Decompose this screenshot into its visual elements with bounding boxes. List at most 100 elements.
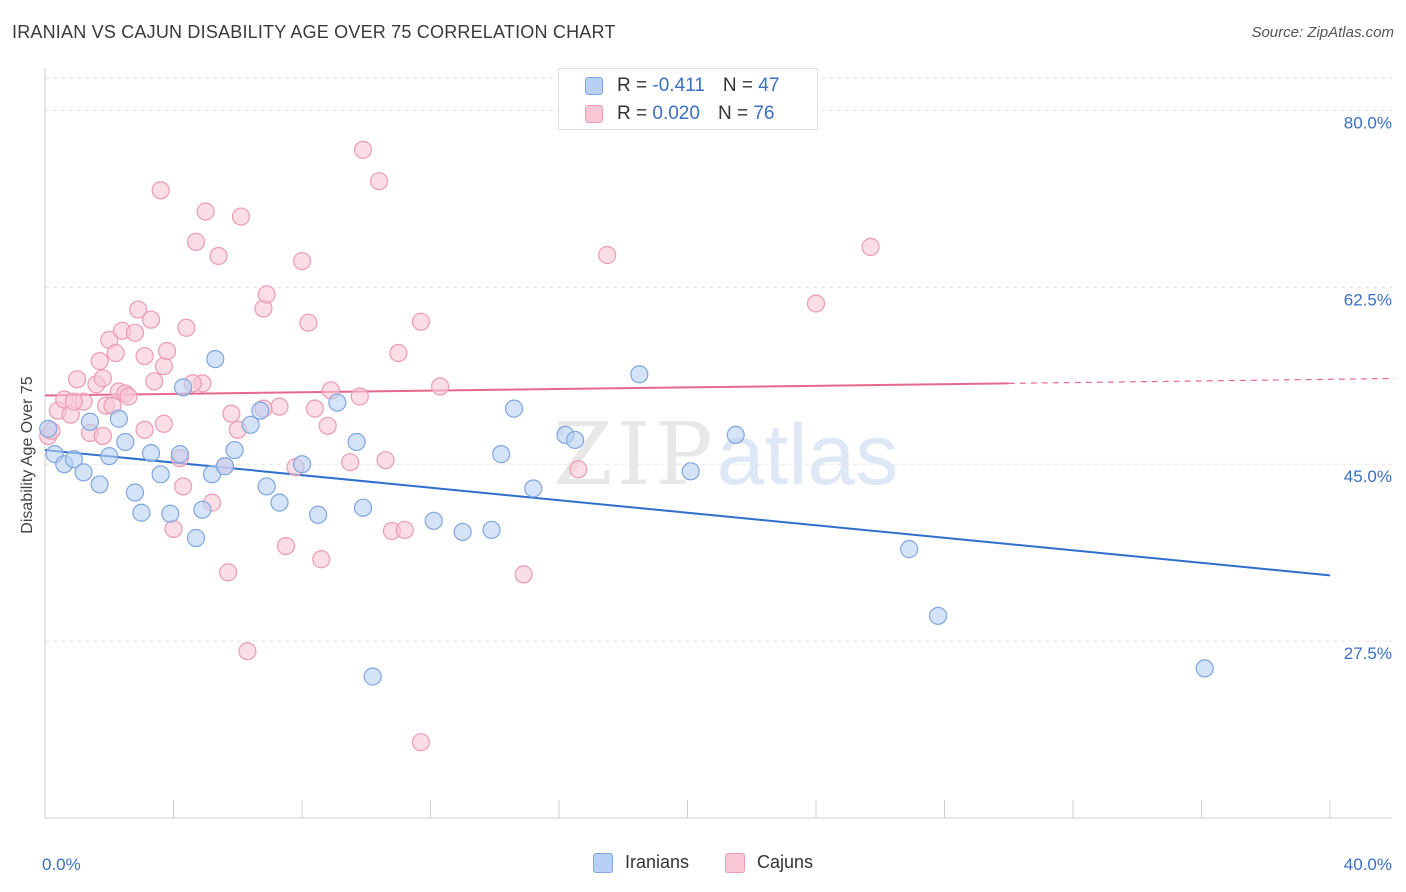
point-cajuns: [376, 451, 395, 470]
point-iranians: [132, 503, 151, 522]
iranians-swatch: [585, 77, 603, 95]
point-cajuns: [106, 343, 125, 363]
point-cajuns: [68, 370, 87, 389]
point-iranians: [215, 457, 234, 476]
point-iranians: [186, 528, 206, 548]
point-cajuns: [174, 477, 193, 496]
point-iranians: [74, 463, 93, 482]
point-iranians: [193, 500, 212, 519]
data-points: [39, 101, 1214, 752]
point-cajuns: [299, 313, 318, 332]
point-cajuns: [93, 426, 112, 446]
point-iranians: [900, 540, 919, 559]
legend-item-cajuns: Cajuns: [725, 852, 813, 873]
point-iranians: [141, 443, 161, 463]
point-cajuns: [145, 372, 164, 391]
point-cajuns: [353, 140, 373, 159]
point-iranians: [174, 378, 193, 397]
point-cajuns: [292, 251, 312, 271]
point-iranians: [100, 447, 119, 466]
point-iranians: [161, 504, 180, 523]
trend-line-cajuns-extension: [1008, 377, 1395, 384]
watermark-zip: ZIP: [553, 405, 717, 505]
point-iranians: [928, 606, 948, 625]
point-cajuns: [370, 172, 389, 191]
iranians-r-value: -0.411: [652, 75, 705, 96]
point-cajuns: [411, 733, 430, 752]
y-tick-label: 27.5%: [1344, 644, 1392, 663]
point-cajuns: [209, 246, 228, 266]
point-cajuns: [861, 237, 880, 256]
watermark: ZIPatlas: [553, 405, 898, 505]
correlation-legend: R = -0.411 N = 47 R = 0.020 N = 76: [558, 68, 818, 130]
cajuns-swatch: [585, 105, 603, 123]
point-cajuns: [196, 202, 215, 221]
cajuns-r-value: 0.020: [652, 103, 700, 124]
point-iranians: [726, 425, 745, 445]
point-cajuns: [177, 318, 196, 337]
cajuns-n-label: N =: [717, 103, 749, 124]
point-cajuns: [257, 285, 276, 304]
point-cajuns: [395, 520, 414, 540]
point-iranians: [90, 475, 109, 494]
point-cajuns: [151, 181, 170, 200]
point-iranians: [170, 445, 190, 464]
point-cajuns: [125, 323, 145, 342]
x-tick-label-min: 0.0%: [42, 855, 81, 874]
legend-cajuns-swatch: [725, 852, 745, 873]
point-iranians: [492, 445, 511, 464]
point-iranians: [482, 520, 501, 540]
point-cajuns: [276, 536, 296, 556]
tick-labels: 27.5% 45.0% 62.5% 80.0% 0.0% 40.0%: [42, 113, 1392, 874]
point-iranians: [64, 450, 84, 469]
axes: [44, 68, 1392, 819]
point-cajuns: [93, 369, 112, 388]
point-iranians: [109, 409, 128, 428]
point-cajuns: [135, 420, 154, 439]
point-iranians: [347, 432, 366, 452]
point-cajuns: [129, 300, 148, 319]
iranians-n-value: 47: [758, 75, 780, 96]
point-iranians: [630, 365, 649, 384]
point-cajuns: [141, 310, 161, 329]
point-cajuns: [270, 397, 289, 416]
point-iranians: [270, 493, 289, 512]
y-tick-label: 45.0%: [1344, 467, 1392, 486]
point-cajuns: [350, 387, 369, 406]
point-cajuns: [411, 312, 430, 331]
point-iranians: [328, 393, 347, 412]
trend-lines: [44, 377, 1395, 577]
point-iranians: [151, 465, 170, 484]
point-iranians: [353, 498, 373, 517]
point-cajuns: [157, 341, 177, 361]
point-cajuns: [598, 245, 617, 265]
point-iranians: [565, 430, 585, 450]
point-iranians: [39, 419, 58, 438]
point-iranians: [292, 455, 312, 474]
point-cajuns: [64, 392, 84, 411]
point-cajuns: [222, 404, 241, 423]
x-tick-label-max: 40.0%: [1344, 855, 1392, 874]
point-iranians: [504, 399, 524, 418]
trend-line-iranians: [44, 449, 1331, 577]
point-iranians: [308, 505, 328, 524]
point-cajuns: [164, 519, 183, 539]
legend-iranians-swatch: [592, 852, 613, 873]
point-iranians: [116, 432, 135, 452]
legend-cajuns-label: Cajuns: [757, 852, 814, 872]
trend-line-cajuns: [44, 382, 1009, 397]
point-iranians: [524, 479, 543, 498]
point-cajuns: [135, 346, 154, 366]
point-cajuns: [341, 453, 360, 472]
watermark-atlas: atlas: [716, 407, 899, 503]
point-cajuns: [569, 460, 588, 479]
point-cajuns: [154, 357, 173, 376]
y-tick-label: 80.0%: [1344, 113, 1392, 132]
iranians-r-label: R =: [617, 75, 648, 96]
chart-title: IRANIAN VS CAJUN DISABILITY AGE OVER 75 …: [12, 22, 616, 42]
series-legend: Iranians Cajuns: [0, 852, 1406, 873]
point-cajuns: [312, 550, 331, 569]
legend-item-iranians: Iranians: [592, 852, 689, 873]
point-iranians: [202, 465, 222, 484]
